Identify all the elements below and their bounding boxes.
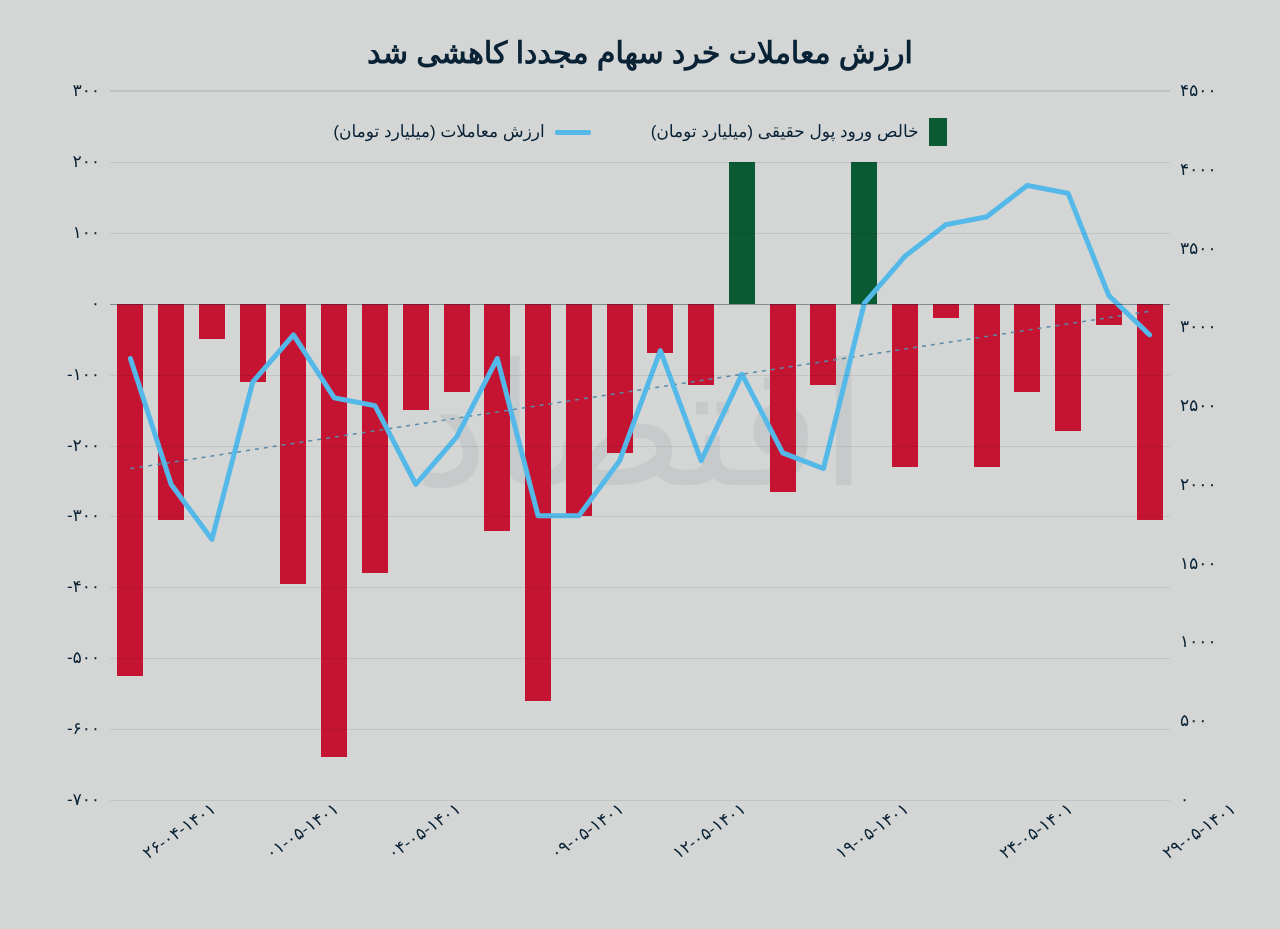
- ytick-right: ۱۰۰۰: [1180, 632, 1230, 652]
- ytick-left: -۳۰۰: [50, 506, 100, 526]
- xtick-label: ۲۶-۰۴-۱۴۰۱: [140, 799, 221, 864]
- ytick-left: ۰: [50, 294, 100, 314]
- gridline: [110, 800, 1170, 801]
- ytick-left: -۱۰۰: [50, 365, 100, 385]
- gridline: [110, 658, 1170, 659]
- ytick-left: ۲۰۰: [50, 152, 100, 172]
- gridline: [110, 446, 1170, 447]
- gridline: [110, 233, 1170, 234]
- ytick-right: ۲۰۰۰: [1180, 475, 1230, 495]
- value-line: [130, 185, 1149, 539]
- gridline: [110, 729, 1170, 730]
- xtick-label: ۰۱-۰۵-۱۴۰۱: [262, 799, 343, 864]
- plot-area: اقتصاد ۳۰۰۲۰۰۱۰۰۰-۱۰۰-۲۰۰-۳۰۰-۴۰۰-۵۰۰-۶۰…: [110, 90, 1170, 799]
- ytick-left: ۱۰۰: [50, 223, 100, 243]
- ytick-left: ۳۰۰: [50, 81, 100, 101]
- xtick-label: ۰۴-۰۵-۱۴۰۱: [384, 799, 465, 864]
- ytick-right: ۳۰۰۰: [1180, 317, 1230, 337]
- ytick-right: ۴۰۰۰: [1180, 160, 1230, 180]
- gridline: [110, 91, 1170, 92]
- ytick-right: ۱۵۰۰: [1180, 554, 1230, 574]
- ytick-right: ۵۰۰: [1180, 711, 1230, 731]
- ytick-right: ۴۵۰۰: [1180, 81, 1230, 101]
- ytick-left: -۵۰۰: [50, 648, 100, 668]
- ytick-right: ۲۵۰۰: [1180, 396, 1230, 416]
- xtick-label: ۰۹-۰۵-۱۴۰۱: [547, 799, 628, 864]
- xtick-label: ۲۴-۰۵-۱۴۰۱: [996, 799, 1077, 864]
- gridline: [110, 304, 1170, 305]
- ytick-right: ۳۵۰۰: [1180, 239, 1230, 259]
- xtick-label: ۱۹-۰۵-۱۴۰۱: [833, 799, 914, 864]
- gridline: [110, 516, 1170, 517]
- chart-title: ارزش معاملات خرد سهام مجددا کاهشی شد: [0, 36, 1280, 71]
- xtick-label: ۱۲-۰۵-۱۴۰۱: [670, 799, 751, 864]
- gridline: [110, 375, 1170, 376]
- ytick-left: -۴۰۰: [50, 577, 100, 597]
- chart-container: ارزش معاملات خرد سهام مجددا کاهشی شد خال…: [0, 0, 1280, 929]
- ytick-left: -۷۰۰: [50, 790, 100, 810]
- ytick-left: -۲۰۰: [50, 436, 100, 456]
- gridline: [110, 162, 1170, 163]
- gridline: [110, 587, 1170, 588]
- ytick-left: -۶۰۰: [50, 719, 100, 739]
